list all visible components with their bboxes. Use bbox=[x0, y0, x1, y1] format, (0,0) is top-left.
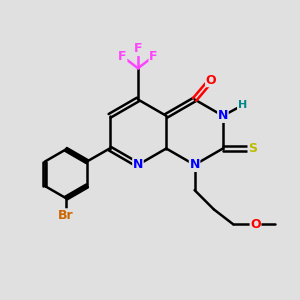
Text: F: F bbox=[149, 50, 158, 63]
Text: N: N bbox=[218, 109, 228, 122]
Text: N: N bbox=[189, 158, 200, 171]
Text: N: N bbox=[133, 158, 143, 171]
Text: H: H bbox=[238, 100, 247, 110]
Text: Br: Br bbox=[58, 209, 74, 222]
Text: S: S bbox=[248, 142, 257, 155]
Text: O: O bbox=[206, 74, 216, 87]
Text: F: F bbox=[118, 50, 127, 63]
Text: O: O bbox=[250, 218, 261, 231]
Text: F: F bbox=[134, 42, 142, 56]
